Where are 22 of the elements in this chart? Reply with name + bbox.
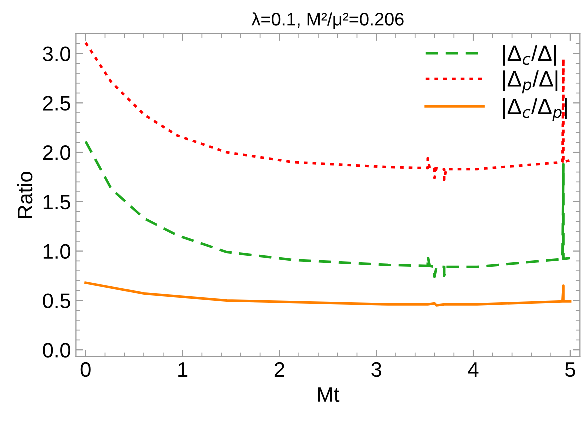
x-tick-label: 3 (372, 362, 382, 378)
y-tick-label: 1.0 (44, 244, 71, 260)
y-tick-label: 0.0 (43, 343, 71, 358)
y-tick-label: 2.5 (43, 96, 70, 111)
y-tick-label: 0.5 (43, 294, 70, 308)
line-series (84, 140, 572, 278)
y-tick-label: 2.0 (43, 146, 71, 160)
y-tick-label: 3.0 (43, 46, 71, 62)
line-series (84, 42, 572, 182)
x-axis-title: Mt (318, 388, 340, 402)
x-tick-label: 2 (274, 362, 284, 377)
x-tick-label: 1 (178, 362, 188, 377)
x-tick-label: 5 (565, 362, 576, 378)
line-series (84, 282, 572, 307)
legend-label: |Δ$_{c}$/Δ| (503, 45, 556, 66)
y-tick-label: 1.5 (44, 195, 70, 210)
chart-title: λ=0.1, M²/μ²=0.206 (252, 12, 404, 30)
x-tick-label: 0 (80, 362, 91, 378)
x-tick-label: 4 (468, 362, 479, 377)
legend-label: |Δ$_{p}$/Δ| (503, 70, 558, 94)
legend-label: |Δ$_{c}$/Δ$_{p}$| (503, 98, 567, 122)
y-axis-title: Ratio (17, 172, 33, 218)
